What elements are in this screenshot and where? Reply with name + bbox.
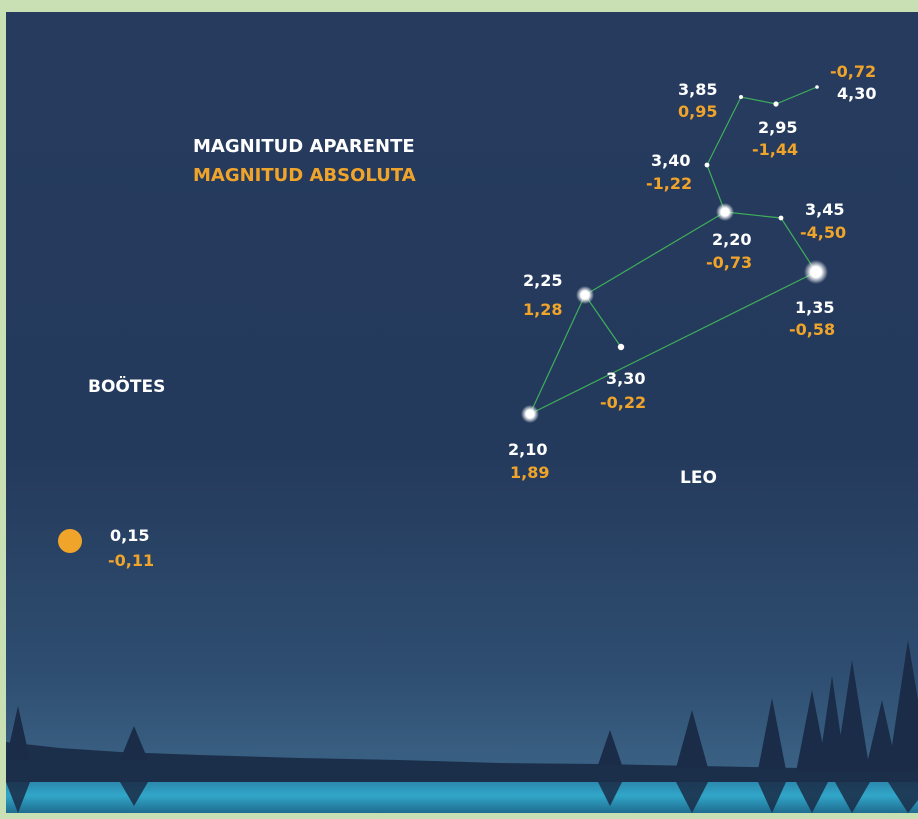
leo-constellation-lines [529,86,818,415]
star-a [815,85,819,89]
star-a-absolute: -0,72 [830,62,876,81]
trees [6,640,918,772]
star-d [704,162,710,168]
line-h-j [529,271,817,415]
star-b-apparent: 3,85 [678,80,717,99]
star-g [576,286,594,304]
star-c [773,101,779,107]
star-h-apparent: 1,35 [795,298,834,317]
legend-absolute: MAGNITUD ABSOLUTA [193,165,416,186]
line-f-g [584,211,726,296]
star-j-apparent: 2,10 [508,440,547,459]
tree-reflections [6,782,918,813]
star-c-apparent: 2,95 [758,118,797,137]
star-b [739,95,743,99]
sky-background [6,12,918,813]
star-labels: -0,72 4,30 3,85 0,95 2,95 -1,44 3,40 -1,… [108,62,876,570]
star-e-absolute: -4,50 [800,223,846,242]
star-i [617,343,625,351]
legend: MAGNITUD APARENTE MAGNITUD ABSOLUTA [193,136,416,186]
landscape [6,640,918,813]
star-f-apparent: 2,20 [712,230,751,249]
star-i-absolute: -0,22 [600,393,646,412]
star-g-absolute: 1,28 [523,300,562,319]
star-f-absolute: -0,73 [706,253,752,272]
legend-apparent: MAGNITUD APARENTE [193,136,415,157]
line-g-j [529,294,586,415]
star-g-apparent: 2,25 [523,271,562,290]
star-e-apparent: 3,45 [805,200,844,219]
constellation-bootes: BOÖTES [88,375,165,397]
star-i-apparent: 3,30 [606,369,645,388]
star-h-absolute: -0,58 [789,320,835,339]
line-f-e [724,211,782,219]
arcturus-absolute: -0,11 [108,551,154,570]
star-j-absolute: 1,89 [510,463,549,482]
arcturus [58,529,82,553]
line-g-i [584,294,622,348]
star-a-apparent: 4,30 [837,84,876,103]
arcturus-apparent: 0,15 [110,526,149,545]
star-d-apparent: 3,40 [651,151,690,170]
star-d-absolute: -1,22 [646,174,692,193]
star-h [804,260,828,284]
star-j [521,405,539,423]
star-f [716,203,734,221]
star-b-absolute: 0,95 [678,102,717,121]
constellation-leo: LEO [680,468,717,488]
shoreline [6,742,918,782]
stars [58,85,828,553]
star-e [778,215,784,221]
star-c-absolute: -1,44 [752,140,798,159]
